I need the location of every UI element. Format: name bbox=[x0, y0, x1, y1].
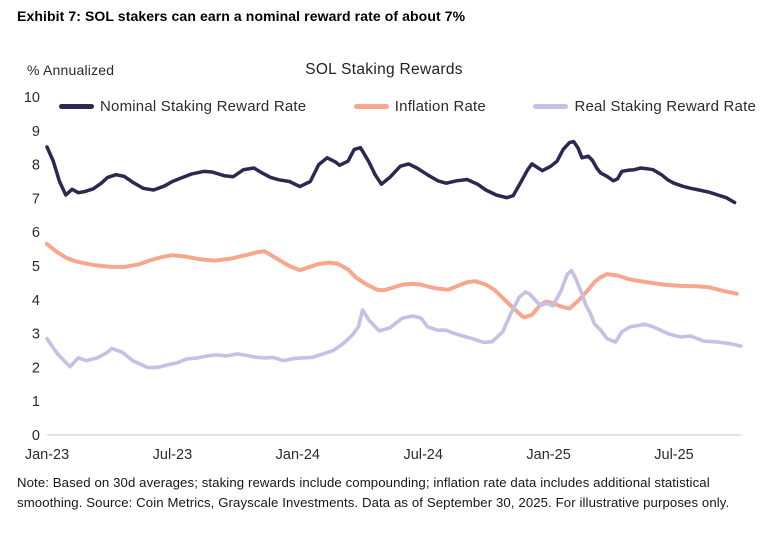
x-tick-label: Jul-25 bbox=[654, 447, 694, 463]
legend-entry-real: Real Staking Reward Rate bbox=[533, 98, 756, 115]
chart-title: SOL Staking Rewards bbox=[305, 61, 463, 78]
y-tick-label: 10 bbox=[24, 90, 40, 106]
y-tick-label: 4 bbox=[32, 293, 40, 309]
series-line-real-staking-reward-rate bbox=[45, 268, 743, 370]
y-tick-label: 7 bbox=[32, 191, 40, 207]
legend-label-nominal: Nominal Staking Reward Rate bbox=[100, 98, 307, 115]
y-tick-label: 0 bbox=[32, 428, 40, 444]
y-tick-label: 5 bbox=[32, 259, 40, 275]
y-tick-label: 8 bbox=[32, 158, 40, 174]
y-tick-label: 2 bbox=[32, 360, 40, 376]
x-tick-label: Jul-23 bbox=[153, 447, 193, 463]
legend-label-inflation: Inflation Rate bbox=[394, 98, 486, 115]
legend-label-real: Real Staking Reward Rate bbox=[574, 98, 756, 115]
y-tick-label: 6 bbox=[32, 225, 40, 241]
legend-entry-nominal: Nominal Staking Reward Rate bbox=[59, 98, 306, 115]
y-tick-label: 1 bbox=[32, 394, 40, 410]
y-tick-label: 9 bbox=[32, 124, 40, 140]
chart-legend: Nominal Staking Reward Rate Inflation Ra… bbox=[59, 98, 756, 115]
footnote: Note: Based on 30d averages; staking rew… bbox=[17, 475, 730, 510]
y-axis-unit-label: % Annualized bbox=[27, 62, 115, 78]
series-line-inflation-rate bbox=[45, 242, 739, 320]
x-tick-label: Jan-23 bbox=[25, 447, 69, 463]
x-tick-label: Jan-24 bbox=[276, 447, 320, 463]
x-tick-label: Jan-25 bbox=[526, 447, 570, 463]
inflation-line-swatch bbox=[353, 104, 389, 109]
nominal-line-swatch bbox=[59, 104, 94, 109]
y-tick-label: 3 bbox=[32, 327, 40, 343]
x-tick-label: Jul-24 bbox=[403, 447, 443, 463]
exhibit-title: Exhibit 7: SOL stakers can earn a nomina… bbox=[17, 8, 466, 24]
legend-entry-inflation: Inflation Rate bbox=[353, 98, 486, 115]
series-line-nominal-staking-reward-rate bbox=[45, 139, 737, 205]
real-line-swatch bbox=[533, 104, 569, 109]
